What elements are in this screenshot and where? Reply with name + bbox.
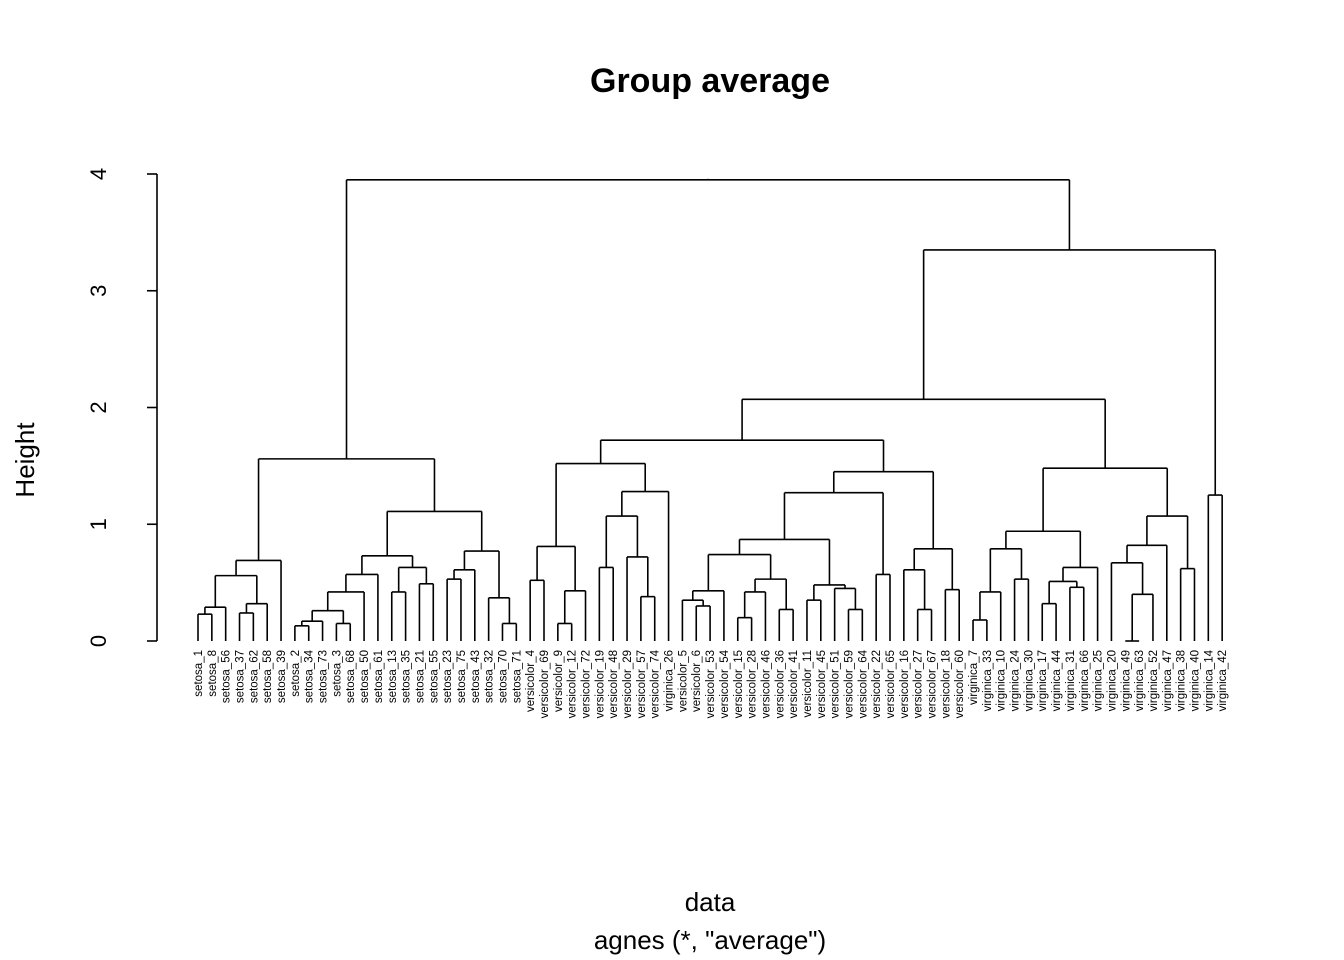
leaf-label: versicolor_28 bbox=[747, 650, 759, 718]
leaf-label: setosa_23 bbox=[442, 650, 454, 703]
leaf-label: versicolor_54 bbox=[719, 649, 731, 718]
leaf-label: virginica_14 bbox=[1203, 649, 1215, 711]
dendrogram-tree bbox=[197, 178, 1223, 642]
leaf-label: versicolor_27 bbox=[913, 650, 925, 718]
leaf-label: versicolor_12 bbox=[567, 650, 579, 718]
leaf-label: setosa_1 bbox=[193, 650, 205, 697]
y-tick-label: 1 bbox=[86, 518, 111, 530]
y-tick-label: 3 bbox=[86, 285, 111, 297]
leaf-label: versicolor_48 bbox=[608, 650, 620, 718]
leaf-label: setosa_35 bbox=[401, 650, 413, 703]
leaf-label: versicolor_22 bbox=[871, 650, 883, 718]
leaf-label: setosa_32 bbox=[484, 650, 496, 703]
leaf-label: setosa_71 bbox=[511, 650, 523, 703]
leaf-label: versicolor_45 bbox=[816, 650, 828, 718]
leaf-label: versicolor_16 bbox=[899, 650, 911, 718]
leaf-label: setosa_37 bbox=[235, 650, 247, 703]
leaf-label: setosa_39 bbox=[276, 650, 288, 703]
leaf-label: versicolor_53 bbox=[705, 650, 717, 718]
leaf-label: setosa_34 bbox=[304, 649, 316, 703]
leaf-label: setosa_62 bbox=[248, 650, 260, 703]
leaf-label: versicolor_67 bbox=[927, 650, 939, 718]
leaf-label: setosa_58 bbox=[262, 650, 274, 703]
leaf-label: virginica_30 bbox=[1023, 650, 1035, 711]
leaf-label: versicolor_64 bbox=[857, 649, 869, 718]
leaf-label: versicolor_46 bbox=[760, 650, 772, 718]
leaf-label: virginica_49 bbox=[1120, 650, 1132, 711]
leaf-label: versicolor_74 bbox=[650, 649, 662, 718]
leaf-label: versicolor_9 bbox=[553, 650, 565, 712]
leaf-label: setosa_2 bbox=[290, 650, 302, 697]
leaf-label: setosa_56 bbox=[221, 650, 233, 703]
leaf-label: virginica_25 bbox=[1093, 650, 1105, 711]
leaf-label: versicolor_18 bbox=[940, 650, 952, 718]
leaf-label: virginica_33 bbox=[982, 650, 994, 711]
leaf-label: versicolor_4 bbox=[525, 649, 537, 712]
leaf-label: versicolor_65 bbox=[885, 650, 897, 718]
leaf-label: virginica_24 bbox=[1010, 649, 1022, 711]
leaf-label: setosa_50 bbox=[359, 650, 371, 703]
leaf-label: versicolor_29 bbox=[622, 650, 634, 718]
leaf-label: virginica_26 bbox=[664, 650, 676, 711]
leaf-label: virginica_10 bbox=[996, 650, 1008, 711]
leaf-label: setosa_68 bbox=[345, 650, 357, 703]
x-axis-label: data bbox=[685, 887, 736, 917]
leaf-label: versicolor_69 bbox=[539, 650, 551, 718]
leaf-label: virginica_17 bbox=[1037, 650, 1049, 711]
y-axis-label: Height bbox=[10, 422, 40, 498]
leaf-label: virginica_31 bbox=[1065, 650, 1077, 711]
leaf-label: virginica_44 bbox=[1051, 649, 1063, 711]
y-tick-label: 0 bbox=[86, 635, 111, 647]
leaf-labels: setosa_1 setosa_8 setosa_56 setosa_37 setosa… bbox=[193, 649, 1229, 718]
leaf-label: versicolor_60 bbox=[954, 650, 966, 718]
leaf-label: versicolor_19 bbox=[594, 650, 606, 718]
leaf-label: virginica_66 bbox=[1079, 650, 1091, 711]
leaf-label: versicolor_59 bbox=[843, 650, 855, 718]
y-tick-label: 4 bbox=[86, 168, 111, 180]
leaf-label: virginica_40 bbox=[1189, 650, 1201, 711]
leaf-label: virginica_47 bbox=[1162, 650, 1174, 711]
leaf-label: setosa_21 bbox=[414, 650, 426, 703]
leaf-label: setosa_13 bbox=[387, 650, 399, 703]
leaf-label: setosa_43 bbox=[470, 650, 482, 703]
leaf-label: versicolor_6 bbox=[691, 650, 703, 712]
leaf-label: virginica_52 bbox=[1148, 650, 1160, 711]
leaf-label: versicolor_51 bbox=[830, 650, 842, 718]
leaf-label: setosa_61 bbox=[373, 650, 385, 703]
leaf-label: versicolor_11 bbox=[802, 650, 814, 718]
leaf-label: virginica_42 bbox=[1217, 650, 1229, 711]
leaf-label: setosa_70 bbox=[497, 650, 509, 703]
leaf-label: versicolor_41 bbox=[788, 650, 800, 718]
leaf-label: versicolor_15 bbox=[733, 650, 745, 718]
y-axis: 0 1 2 3 4 bbox=[86, 168, 158, 647]
leaf-label: setosa_75 bbox=[456, 650, 468, 703]
leaf-label: versicolor_57 bbox=[636, 650, 648, 718]
leaf-label: virginica_38 bbox=[1176, 650, 1188, 711]
leaf-label: virginica_7 bbox=[968, 650, 980, 705]
leaf-label: versicolor_36 bbox=[774, 650, 786, 718]
leaf-label: setosa_8 bbox=[207, 650, 219, 697]
y-tick-label: 2 bbox=[86, 401, 111, 413]
x-axis-sublabel: agnes (*, "average") bbox=[594, 925, 826, 955]
leaf-label: virginica_63 bbox=[1134, 650, 1146, 711]
leaf-label: virginica_20 bbox=[1106, 650, 1118, 711]
leaf-label: versicolor_72 bbox=[581, 650, 593, 718]
leaf-label: versicolor_5 bbox=[677, 650, 689, 712]
leaf-label: setosa_73 bbox=[318, 650, 330, 703]
chart-title: Group average bbox=[590, 62, 830, 100]
leaf-label: setosa_3 bbox=[331, 650, 343, 697]
leaf-label: setosa_55 bbox=[428, 650, 440, 703]
